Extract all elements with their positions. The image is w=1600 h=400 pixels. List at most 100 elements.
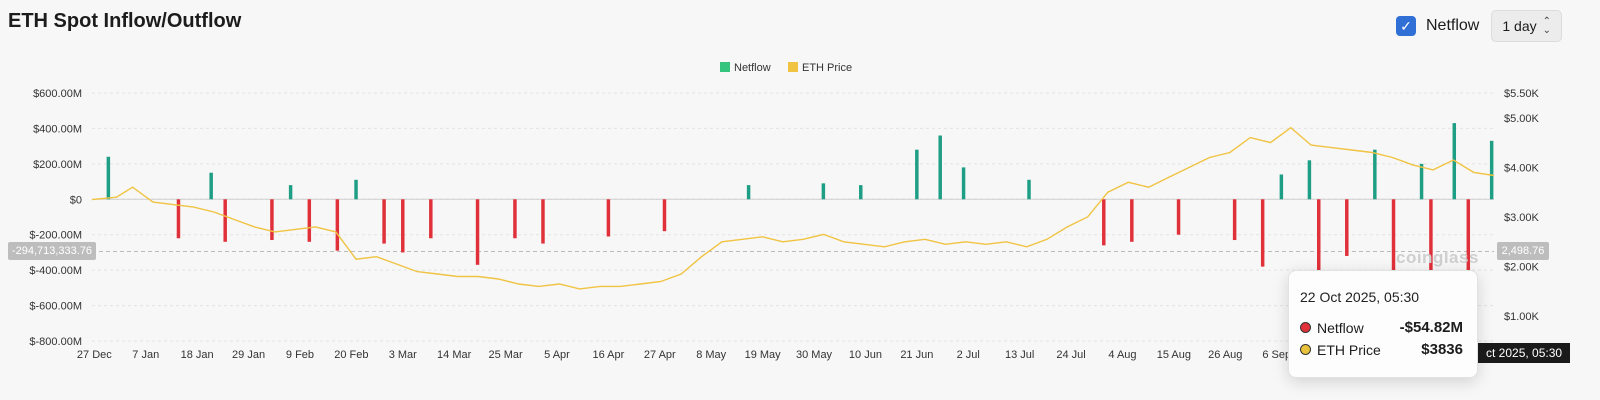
netflow-bar-outflow	[1345, 199, 1349, 256]
netflow-bar-outflow	[1102, 199, 1106, 246]
x-tick-label: 26 Aug	[1208, 349, 1242, 361]
interval-value: 1 day	[1502, 18, 1537, 34]
tooltip-value: -$54.82M	[1399, 319, 1463, 336]
netflow-dot-icon	[1300, 322, 1311, 333]
y-left-tick-label: $-800.00M	[29, 336, 82, 348]
crosshair-right-value: 2,498.76	[1497, 242, 1549, 260]
y-right-tick-label: $5.00K	[1504, 113, 1540, 125]
netflow-bar-inflow	[938, 135, 942, 200]
y-left-tick-label: $400.00M	[33, 123, 82, 135]
y-left-tick-label: $200.00M	[33, 159, 82, 171]
x-tick-label: 14 Mar	[437, 349, 472, 361]
x-tick-label: 6 Sep	[1262, 349, 1291, 361]
y-left-tick-label: $-600.00M	[29, 301, 82, 313]
netflow-bar-outflow	[307, 199, 312, 242]
netflow-bar-outflow	[475, 199, 480, 265]
eth-price-dot-icon	[1300, 344, 1311, 355]
x-tick-label: 16 Apr	[592, 349, 624, 361]
x-tick-label: 20 Feb	[334, 349, 368, 361]
x-tick-label: 21 Jun	[900, 349, 933, 361]
netflow-bar-inflow	[354, 179, 358, 200]
tooltip-row-netflow: Netflow -$54.82M	[1300, 319, 1463, 336]
netflow-checkbox[interactable]: ✓ Netflow	[1396, 16, 1479, 36]
checkmark-icon: ✓	[1396, 16, 1416, 36]
chevron-updown-icon: ⌃ ⌄	[1542, 16, 1551, 36]
x-tick-label: 3 Mar	[389, 349, 417, 361]
y-right-tick-label: $2.00K	[1504, 262, 1540, 274]
tooltip-date: 22 Oct 2025, 05:30	[1300, 289, 1420, 305]
x-tick-label: 10 Jun	[849, 349, 882, 361]
netflow-bar-outflow	[606, 199, 611, 237]
y-right-tick-label: $3.00K	[1504, 212, 1540, 224]
netflow-bar-outflow	[176, 199, 181, 239]
netflow-bar-outflow	[382, 199, 386, 244]
netflow-bar-inflow	[209, 172, 213, 200]
legend-label: Netflow	[734, 62, 771, 74]
y-left-tick-label: $0	[70, 194, 82, 206]
y-right-tick-label: $1.00K	[1504, 311, 1540, 323]
netflow-bar-inflow	[106, 156, 111, 200]
x-tick-label: 2 Jul	[957, 349, 980, 361]
tooltip-label: ETH Price	[1317, 341, 1381, 358]
crosshair-left-value: -294,713,333.76	[8, 242, 96, 260]
legend-swatch-netflow	[720, 62, 730, 72]
x-tick-label: 5 Apr	[544, 349, 570, 361]
x-tick-label: 27 Apr	[644, 349, 676, 361]
x-tick-label: 7 Jan	[132, 349, 159, 361]
netflow-bar-inflow	[915, 149, 919, 200]
netflow-bar-outflow	[541, 199, 545, 244]
x-tick-label: 24 Jul	[1056, 349, 1085, 361]
legend-label: ETH Price	[802, 62, 852, 74]
y-left-tick-label: $-400.00M	[29, 265, 82, 277]
netflow-bar-inflow	[1027, 179, 1031, 200]
netflow-bar-inflow	[1307, 160, 1312, 200]
netflow-bar-inflow	[821, 183, 826, 200]
netflow-bar-inflow	[1419, 163, 1424, 200]
netflow-bar-outflow	[513, 199, 517, 239]
chart-tooltip: 22 Oct 2025, 05:30 Netflow -$54.82M ETH …	[1288, 270, 1478, 378]
netflow-bar-inflow	[746, 185, 751, 200]
netflow-bar-outflow	[1130, 199, 1134, 242]
x-tick-label: 18 Jan	[181, 349, 214, 361]
netflow-bar-outflow	[1429, 199, 1433, 287]
x-tick-label: 9 Feb	[286, 349, 314, 361]
x-tick-label: 13 Jul	[1005, 349, 1034, 361]
netflow-bar-outflow	[1466, 199, 1471, 304]
netflow-bar-outflow	[1391, 199, 1396, 279]
y-left-tick-label: $-200.00M	[29, 230, 82, 242]
x-tick-label: 19 May	[745, 349, 782, 361]
netflow-bar-outflow	[1232, 199, 1237, 241]
tooltip-label: Netflow	[1317, 319, 1364, 336]
netflow-bar-inflow	[859, 185, 863, 200]
interval-select[interactable]: 1 day ⌃ ⌄	[1491, 10, 1562, 42]
tooltip-row-eth-price: ETH Price $3836	[1300, 341, 1463, 358]
tooltip-value: $3836	[1421, 341, 1463, 358]
x-tick-label: 8 May	[696, 349, 726, 361]
eth-price-line	[91, 126, 1495, 290]
netflow-bar-inflow	[1373, 149, 1377, 200]
netflow-bar-inflow	[1489, 140, 1494, 200]
x-tick-label: 29 Jan	[232, 349, 265, 361]
netflow-bar-outflow	[1260, 199, 1265, 267]
legend-swatch-eth-price	[788, 62, 798, 72]
netflow-checkbox-label: Netflow	[1426, 17, 1480, 34]
x-tick-label: 25 Mar	[488, 349, 523, 361]
y-right-tick-label: $4.00K	[1504, 162, 1540, 174]
netflow-bar-outflow	[662, 199, 667, 232]
netflow-bar-inflow	[1279, 174, 1284, 200]
header-controls: ✓ Netflow 1 day ⌃ ⌄	[1396, 10, 1562, 42]
x-tick-label: 4 Aug	[1108, 349, 1136, 361]
crosshair-x-label: ct 2025, 05:30	[1478, 343, 1571, 363]
netflow-bar-inflow	[961, 167, 966, 200]
netflow-bar-outflow	[429, 199, 433, 239]
x-tick-label: 27 Dec	[77, 349, 112, 361]
netflow-bar-outflow	[401, 199, 405, 253]
y-right-tick-label: $5.50K	[1504, 88, 1540, 100]
netflow-bar-outflow	[223, 199, 227, 242]
x-tick-label: 30 May	[796, 349, 833, 361]
netflow-bar-outflow	[335, 199, 340, 251]
netflow-bar-outflow	[1176, 199, 1181, 235]
x-tick-label: 15 Aug	[1157, 349, 1191, 361]
watermark-logo: coinglass	[1396, 248, 1479, 267]
